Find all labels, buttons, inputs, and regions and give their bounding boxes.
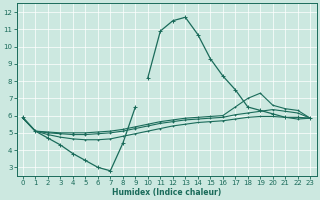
- X-axis label: Humidex (Indice chaleur): Humidex (Indice chaleur): [112, 188, 221, 197]
